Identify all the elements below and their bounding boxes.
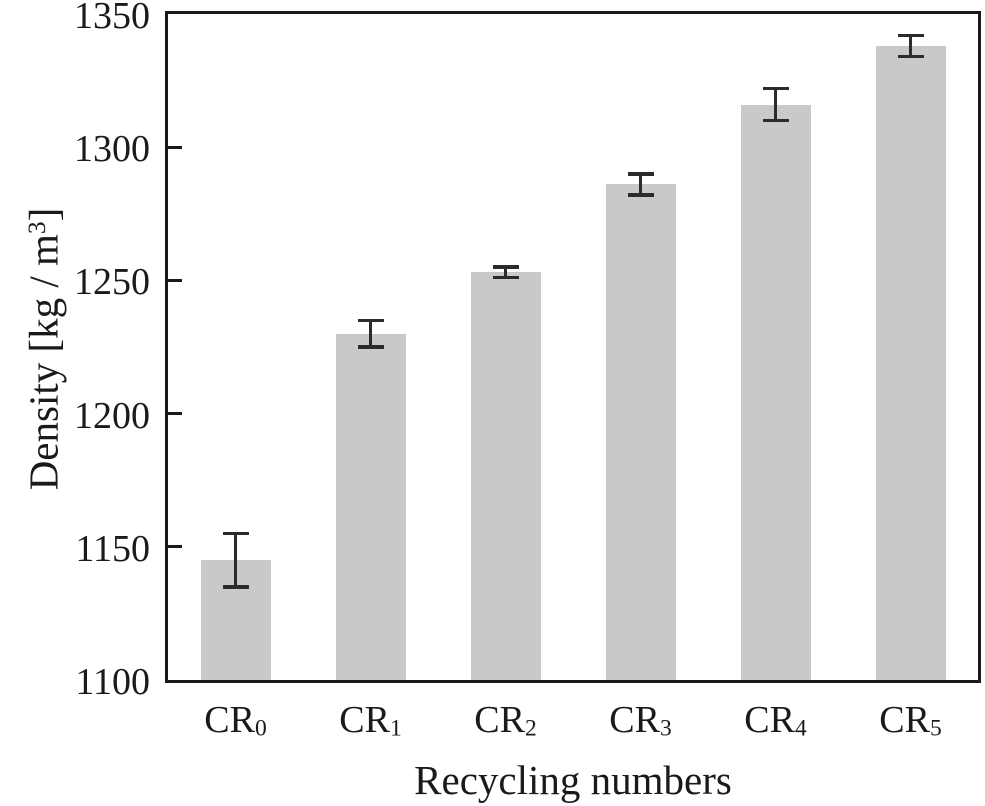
error-bar-cap-bottom-cr1 [357, 345, 384, 349]
x-tick-label-cr0: CR0 [204, 699, 267, 742]
error-bar-cap-top-cr4 [762, 86, 789, 91]
error-bar-cap-top-cr0 [222, 531, 249, 536]
error-bar-cap-bottom-cr0 [222, 585, 249, 589]
error-bar-cr1 [368, 320, 373, 347]
error-bar-cr3 [638, 173, 643, 196]
error-bar-cap-bottom-cr4 [762, 118, 789, 123]
y-tick-label: 1250 [74, 261, 150, 304]
error-bar-cap-bottom-cr2 [492, 275, 519, 280]
bar-cr3 [605, 184, 676, 680]
x-tick-label-cr2: CR2 [474, 699, 537, 742]
y-axis-title-superscript: 3 [23, 221, 51, 235]
error-bar-cap-top-cr3 [627, 172, 654, 176]
y-tick-mark [168, 412, 182, 416]
plot-area [165, 11, 981, 683]
bar-cr2 [470, 272, 541, 680]
y-tick-label: 1200 [74, 394, 150, 437]
error-bar-cr2 [503, 267, 508, 278]
y-tick-label: 1350 [74, 0, 150, 37]
error-bar-cr4 [773, 88, 778, 121]
x-tick-label-cr3: CR3 [609, 699, 672, 742]
y-tick-mark [168, 545, 182, 549]
y-tick-mark [168, 145, 182, 149]
error-bar-cap-top-cr1 [357, 318, 384, 323]
error-bar-cap-top-cr5 [897, 33, 924, 38]
error-bar-cr0 [233, 533, 238, 587]
error-bar-cap-top-cr2 [492, 265, 519, 269]
x-axis-title: Recycling numbers [414, 757, 732, 803]
error-bar-cap-bottom-cr5 [897, 54, 924, 59]
bar-cr5 [875, 45, 946, 680]
y-axis-title-suffix: ] [20, 207, 67, 222]
x-tick-label-cr5: CR5 [879, 699, 942, 742]
error-bar-cap-bottom-cr3 [627, 193, 654, 197]
y-tick-label: 1100 [75, 661, 150, 703]
x-tick-label-cr1: CR1 [339, 699, 402, 742]
error-bar-cr5 [908, 35, 913, 57]
y-tick-mark [168, 278, 182, 282]
y-axis-title: Density [kg / m3] [12, 99, 67, 599]
y-tick-label: 1150 [75, 527, 150, 570]
x-tick-label-cr4: CR4 [744, 699, 807, 742]
bar-cr4 [740, 104, 811, 680]
y-tick-label: 1300 [74, 128, 150, 171]
bar-cr1 [335, 333, 406, 680]
